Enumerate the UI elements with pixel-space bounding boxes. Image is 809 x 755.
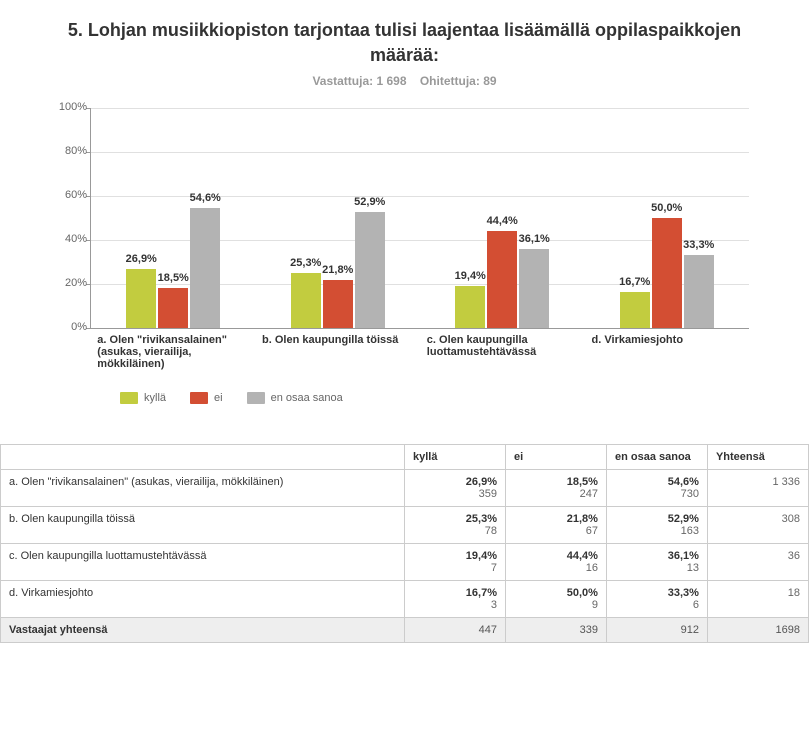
x-axis-label: b. Olen kaupungilla töissä [258, 334, 416, 370]
legend-item: kyllä [120, 392, 166, 404]
row-label: b. Olen kaupungilla töissä [1, 507, 405, 544]
x-axis-label: a. Olen "rivikansalainen" (asukas, viera… [93, 334, 251, 370]
data-cell: 18,5%247 [505, 470, 606, 507]
bar-chart: 0%20%40%60%80%100%26,9%18,5%54,6%25,3%21… [0, 108, 809, 414]
data-cell: 36,1%13 [606, 544, 707, 581]
bar-value-label: 52,9% [354, 196, 385, 208]
bar-value-label: 50,0% [651, 202, 682, 214]
y-axis-label: 20% [49, 277, 87, 289]
skipped-value: 89 [483, 74, 496, 88]
chart-bar: 19,4% [455, 286, 485, 329]
table-row: d. Virkamiesjohto16,7%350,0%933,3%618 [1, 581, 809, 618]
row-label: a. Olen "rivikansalainen" (asukas, viera… [1, 470, 405, 507]
bar-value-label: 16,7% [619, 276, 650, 288]
chart-bar: 36,1% [519, 249, 549, 328]
chart-bar: 25,3% [291, 273, 321, 329]
bar-value-label: 54,6% [190, 192, 221, 204]
chart-bar: 50,0% [652, 218, 682, 328]
data-cell: 26,9%359 [405, 470, 506, 507]
chart-bar: 44,4% [487, 231, 517, 329]
bar-value-label: 21,8% [322, 264, 353, 276]
data-cell: 16,7%3 [405, 581, 506, 618]
data-cell: 52,9%163 [606, 507, 707, 544]
table-row: a. Olen "rivikansalainen" (asukas, viera… [1, 470, 809, 507]
x-axis-label: d. Virkamiesjohto [588, 334, 746, 370]
table-header [1, 445, 405, 470]
x-axis-label: c. Olen kaupungilla luottamustehtävässä [423, 334, 581, 370]
chart-bar: 52,9% [355, 212, 385, 328]
y-axis-label: 80% [49, 145, 87, 157]
bar-value-label: 44,4% [487, 215, 518, 227]
table-row: c. Olen kaupungilla luottamustehtävässä1… [1, 544, 809, 581]
data-cell: 21,8%67 [505, 507, 606, 544]
legend-swatch [247, 392, 265, 404]
legend-label: kyllä [144, 392, 166, 404]
answered-label: Vastattuja: [312, 74, 373, 88]
data-cell: 33,3%6 [606, 581, 707, 618]
chart-bar: 26,9% [126, 269, 156, 328]
footer-label: Vastaajat yhteensä [1, 618, 405, 643]
data-cell: 19,4%7 [405, 544, 506, 581]
bar-group: 25,3%21,8%52,9% [259, 212, 417, 328]
y-axis-label: 60% [49, 189, 87, 201]
footer-total: 1698 [707, 618, 808, 643]
footer-cell: 447 [405, 618, 506, 643]
chart-bar: 18,5% [158, 288, 188, 329]
data-cell: 25,3%78 [405, 507, 506, 544]
chart-bar: 21,8% [323, 280, 353, 328]
chart-bar: 54,6% [190, 208, 220, 328]
bar-group: 16,7%50,0%33,3% [588, 218, 746, 328]
data-cell: 44,4%16 [505, 544, 606, 581]
legend-swatch [120, 392, 138, 404]
table-row: b. Olen kaupungilla töissä25,3%7821,8%67… [1, 507, 809, 544]
y-axis-label: 100% [49, 101, 87, 113]
row-total: 308 [707, 507, 808, 544]
row-label: d. Virkamiesjohto [1, 581, 405, 618]
legend-item: en osaa sanoa [247, 392, 343, 404]
chart-legend: kyllä ei en osaa sanoa [90, 370, 749, 404]
chart-bar: 16,7% [620, 292, 650, 329]
bar-value-label: 25,3% [290, 257, 321, 269]
chart-bar: 33,3% [684, 255, 714, 328]
legend-swatch [190, 392, 208, 404]
data-cell: 54,6%730 [606, 470, 707, 507]
bar-value-label: 19,4% [455, 270, 486, 282]
table-header: ei [505, 445, 606, 470]
row-total: 18 [707, 581, 808, 618]
data-cell: 50,0%9 [505, 581, 606, 618]
table-header: en osaa sanoa [606, 445, 707, 470]
y-axis-label: 0% [49, 321, 87, 333]
legend-item: ei [190, 392, 223, 404]
table-header: Yhteensä [707, 445, 808, 470]
bar-value-label: 26,9% [126, 253, 157, 265]
bar-value-label: 36,1% [519, 233, 550, 245]
results-table: kylläeien osaa sanoaYhteensä a. Olen "ri… [0, 444, 809, 643]
answered-value: 1 698 [376, 74, 406, 88]
bar-group: 26,9%18,5%54,6% [94, 208, 252, 328]
footer-cell: 912 [606, 618, 707, 643]
y-axis-label: 40% [49, 233, 87, 245]
table-footer-row: Vastaajat yhteensä4473399121698 [1, 618, 809, 643]
skipped-label: Ohitettuja: [420, 74, 480, 88]
question-title: 5. Lohjan musiikkiopiston tarjontaa tuli… [0, 0, 809, 74]
row-label: c. Olen kaupungilla luottamustehtävässä [1, 544, 405, 581]
row-total: 1 336 [707, 470, 808, 507]
legend-label: en osaa sanoa [271, 392, 343, 404]
gridline [91, 328, 749, 329]
legend-label: ei [214, 392, 223, 404]
bar-group: 19,4%44,4%36,1% [423, 231, 581, 329]
row-total: 36 [707, 544, 808, 581]
table-header: kyllä [405, 445, 506, 470]
bar-value-label: 33,3% [683, 239, 714, 251]
response-counts: Vastattuja: 1 698 Ohitettuja: 89 [0, 74, 809, 88]
footer-cell: 339 [505, 618, 606, 643]
bar-value-label: 18,5% [158, 272, 189, 284]
